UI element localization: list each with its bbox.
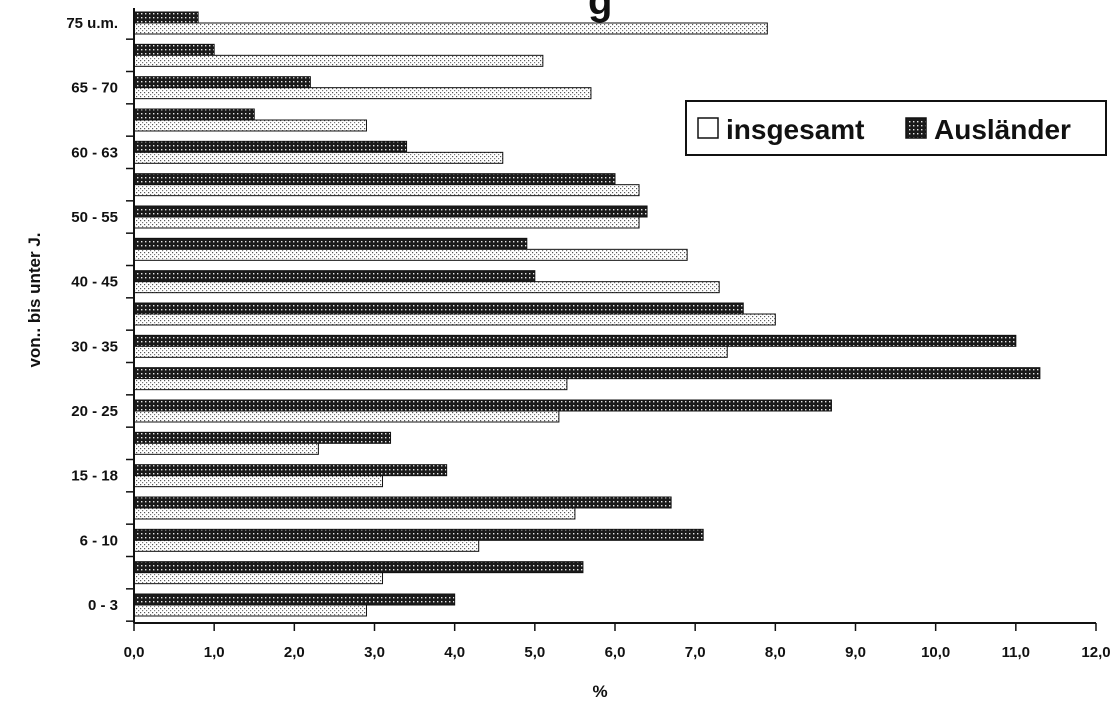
y-tick-label-8: 30 - 35 — [71, 338, 118, 355]
bar-insgesamt-13 — [133, 184, 640, 197]
bar-insgesamt-12 — [133, 216, 640, 229]
y-tick-label-16: 65 - 70 — [71, 80, 118, 97]
bar-insgesamt-17 — [133, 54, 544, 67]
legend-box — [685, 100, 1107, 156]
legend: insgesamt Ausländer — [685, 100, 1107, 156]
x-ticks-group: 0,0 1,0 2,0 3,0 4,0 5,0 6,0 7,0 8,0 9,0 10,0 11,0 12… — [124, 623, 1111, 661]
bar-auslaender-12 — [133, 205, 648, 218]
x-tick-label-0: 0,0 — [124, 644, 145, 661]
bar-auslaender-1 — [133, 561, 584, 574]
x-tick-label-5: 5,0 — [524, 644, 545, 661]
bar-auslaender-13 — [133, 173, 616, 186]
bar-insgesamt-9 — [133, 313, 776, 326]
bar-insgesamt-18 — [133, 22, 768, 35]
legend-label-insgesamt: insgesamt — [726, 114, 865, 145]
x-tick-label-1: 1,0 — [204, 644, 225, 661]
bar-insgesamt-14 — [133, 151, 504, 164]
y-tick-label-14: 60 - 63 — [71, 144, 118, 161]
y-tick-label-18: 75 u.m. — [66, 15, 118, 32]
bar-insgesamt-6 — [133, 410, 560, 423]
bar-insgesamt-1 — [133, 572, 384, 585]
x-tick-label-12: 12,0 — [1081, 644, 1110, 661]
bar-auslaender-15 — [133, 108, 255, 121]
bar-insgesamt-5 — [133, 442, 319, 455]
x-tick-label-3: 3,0 — [364, 644, 385, 661]
bar-auslaender-4 — [133, 464, 448, 477]
x-tick-label-8: 8,0 — [765, 644, 786, 661]
legend-swatch-insgesamt — [697, 117, 719, 139]
x-tick-label-2: 2,0 — [284, 644, 305, 661]
bar-insgesamt-8 — [133, 345, 728, 358]
bar-auslaender-16 — [133, 76, 311, 89]
y-tick-label-0: 0 - 3 — [88, 597, 118, 614]
bar-auslaender-18 — [133, 11, 199, 24]
y-tick-label-12: 50 - 55 — [71, 209, 118, 226]
y-axis-title: von.. bis unter J. — [25, 232, 44, 367]
bars-group — [133, 11, 1041, 617]
y-tick-label-2: 6 - 10 — [80, 532, 118, 549]
bar-insgesamt-16 — [133, 87, 592, 100]
y-tick-label-4: 15 - 18 — [71, 468, 118, 485]
bar-insgesamt-0 — [133, 604, 367, 617]
bar-auslaender-10 — [133, 270, 536, 283]
x-tick-label-7: 7,0 — [685, 644, 706, 661]
bar-auslaender-0 — [133, 593, 456, 606]
bar-insgesamt-3 — [133, 507, 576, 520]
x-tick-label-11: 11,0 — [1002, 644, 1030, 661]
bar-auslaender-6 — [133, 399, 832, 412]
x-axis-title: % — [592, 682, 607, 701]
bar-auslaender-17 — [133, 43, 215, 56]
y-tick-label-10: 40 - 45 — [71, 274, 118, 291]
bar-auslaender-8 — [133, 334, 1017, 347]
legend-label-auslaender: Ausländer — [934, 114, 1071, 145]
bar-auslaender-5 — [133, 431, 392, 444]
chart-title-fragment: g — [588, 0, 612, 23]
x-tick-label-9: 9,0 — [845, 644, 866, 661]
legend-swatch-auslaender — [905, 117, 927, 139]
x-tick-label-6: 6,0 — [605, 644, 626, 661]
bar-auslaender-14 — [133, 140, 408, 153]
bar-insgesamt-2 — [133, 539, 480, 552]
y-tick-label-6: 20 - 25 — [71, 403, 118, 420]
bar-auslaender-3 — [133, 496, 672, 509]
bar-insgesamt-11 — [133, 248, 688, 261]
y-ticks-group: 0 - 3 6 - 10 15 - 18 20 - 25 30 - 35 40 - 45 5… — [66, 15, 134, 622]
bar-auslaender-7 — [133, 367, 1041, 380]
bar-insgesamt-4 — [133, 475, 384, 488]
bar-insgesamt-10 — [133, 281, 720, 294]
x-tick-label-10: 10,0 — [921, 644, 950, 661]
bar-auslaender-11 — [133, 237, 528, 250]
bar-auslaender-9 — [133, 302, 744, 315]
bar-insgesamt-15 — [133, 119, 367, 132]
bar-auslaender-2 — [133, 528, 704, 541]
x-tick-label-4: 4,0 — [444, 644, 465, 661]
bar-insgesamt-7 — [133, 378, 568, 391]
